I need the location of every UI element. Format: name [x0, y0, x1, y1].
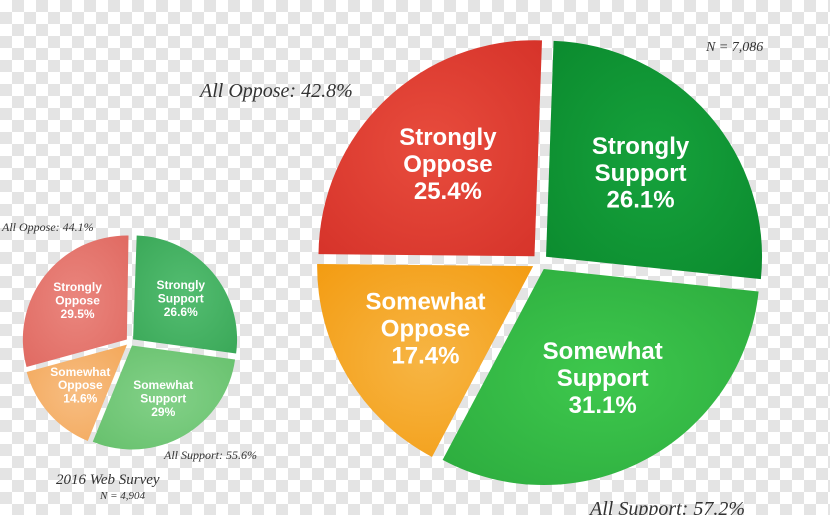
main-label-strongly_support-line0: Strongly — [592, 133, 690, 160]
small-label-somewhat_support-line2: 29% — [151, 405, 175, 419]
main-all-support-label: All Support: 57.2% — [590, 498, 745, 515]
main-pie-chart: StronglySupport26.1%SomewhatSupport31.1%… — [312, 34, 768, 490]
small-label-somewhat_support-line1: Support — [140, 392, 186, 406]
main-label-somewhat_support-line2: 31.1% — [569, 392, 637, 419]
main-label-strongly_oppose-line2: 25.4% — [414, 178, 482, 205]
small-label-somewhat_oppose-line1: Oppose — [58, 378, 103, 392]
small-label-strongly_oppose-line2: 29.5% — [61, 307, 95, 321]
main-label-somewhat_oppose-line2: 17.4% — [391, 342, 459, 369]
main-label-strongly_support-line2: 26.1% — [607, 187, 675, 214]
main-label-somewhat_oppose-line0: Somewhat — [365, 289, 485, 316]
small-pie-n-label: N = 4,904 — [100, 490, 145, 502]
small-label-somewhat_oppose-line0: Somewhat — [50, 365, 110, 379]
main-label-strongly_oppose-line1: Oppose — [403, 151, 492, 178]
small-pie-title: 2016 Web Survey — [56, 472, 160, 489]
small-label-strongly_support-line1: Support — [158, 291, 204, 305]
small-label-somewhat_support-line0: Somewhat — [133, 378, 193, 392]
small-pie-chart: StronglySupport26.6%SomewhatSupport29%So… — [18, 230, 242, 454]
main-label-somewhat_support-line1: Support — [557, 365, 649, 392]
main-label-strongly_oppose-line0: Strongly — [399, 124, 497, 151]
main-label-somewhat_support-line0: Somewhat — [543, 338, 663, 365]
main-label-strongly_support-line1: Support — [595, 160, 687, 187]
small-label-strongly_oppose-line0: Strongly — [53, 280, 102, 294]
main-label-somewhat_oppose-line1: Oppose — [381, 316, 470, 343]
small-label-strongly_oppose-line1: Oppose — [55, 293, 100, 307]
small-label-somewhat_oppose-line2: 14.6% — [63, 392, 97, 406]
small-label-strongly_support-line2: 26.6% — [164, 305, 198, 319]
small-label-strongly_support-line0: Strongly — [156, 278, 205, 292]
